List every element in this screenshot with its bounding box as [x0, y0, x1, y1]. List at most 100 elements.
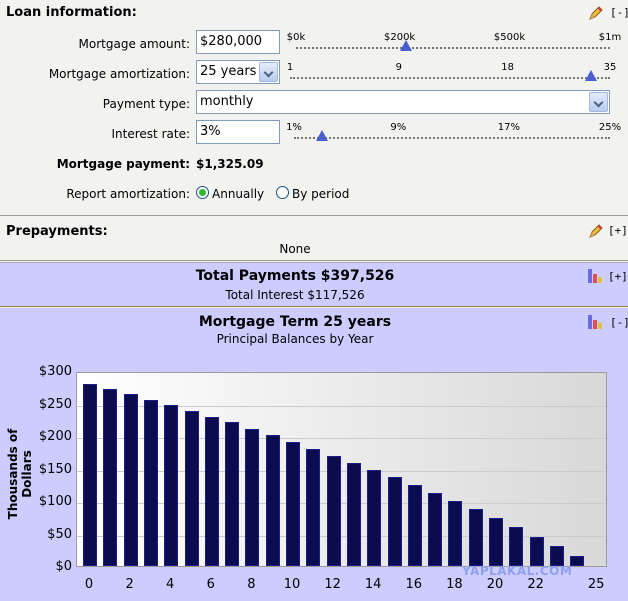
chevron-down-icon[interactable]	[259, 62, 278, 82]
chart-gridline	[77, 470, 606, 472]
mortgage-amount-slider[interactable]: $0k $200k $500k $1m	[287, 32, 621, 62]
interest-rate-slider[interactable]: 1% 9% 17% 25%	[286, 122, 621, 152]
chart-bar	[306, 449, 321, 566]
chart-bar	[326, 455, 341, 566]
chart-bar	[265, 435, 280, 566]
pencil-icon[interactable]	[588, 5, 604, 21]
radio-by-period-label[interactable]: By period	[292, 187, 350, 201]
chart-bar	[387, 476, 402, 566]
chart-bar	[143, 399, 158, 566]
y-axis-tick-label: $300	[38, 364, 72, 379]
slider-tick-label: 1%	[286, 122, 302, 133]
mortgage-amortization-label: Mortgage amortization:	[48, 67, 190, 81]
chart-bar	[468, 509, 483, 566]
x-axis-tick-label: 25	[587, 577, 605, 592]
x-axis-tick-label: 0	[84, 577, 94, 592]
chart-icon[interactable]	[588, 269, 606, 283]
interest-rate-label: Interest rate:	[111, 127, 190, 141]
chart-bar	[286, 441, 300, 566]
chart-bar	[428, 492, 443, 566]
y-axis-tick-label: $50	[47, 526, 72, 542]
chart-bar	[225, 422, 240, 566]
mortgage-payment-label: Mortgage payment:	[56, 157, 190, 171]
pencil-icon[interactable]	[588, 223, 604, 239]
chart-bar	[83, 384, 97, 566]
chart-gridline	[77, 438, 606, 439]
radio-by-period[interactable]	[276, 186, 289, 199]
watermark-text: YAPLAKAL.COM	[462, 564, 573, 578]
chart-bar	[448, 501, 463, 566]
slider-tick-label: 9	[395, 62, 402, 73]
mortgage-payment-value: $1,325.09	[196, 157, 264, 171]
interest-rate-input[interactable]: 3%	[196, 120, 280, 144]
totals-panel: Total Payments $397,526 Total Interest $…	[0, 262, 628, 307]
chart-bar	[184, 410, 199, 566]
chart-gridline	[77, 535, 606, 537]
slider-thumb[interactable]	[316, 130, 329, 141]
slider-tick-label: $200k	[383, 32, 416, 43]
radio-annually[interactable]	[196, 186, 209, 199]
x-axis-tick-label: 6	[206, 577, 215, 592]
chart-bar	[549, 545, 564, 566]
slider-tick-label: 35	[603, 62, 617, 73]
payment-type-select[interactable]: monthly	[196, 90, 610, 114]
x-axis-tick-label: 12	[324, 577, 341, 592]
slider-track[interactable]	[290, 77, 610, 79]
x-axis-tick-label: 16	[405, 577, 423, 592]
slider-tick-label: $1m	[598, 32, 622, 43]
prepayments-title: Prepayments:	[6, 224, 108, 239]
slider-track[interactable]	[296, 47, 610, 49]
prepayments-panel: Prepayments: [+] None	[0, 217, 628, 261]
chart-bar	[529, 536, 544, 566]
loan-collapse-toggle[interactable]: [-]	[610, 6, 628, 19]
prepayments-expand-toggle[interactable]: [+]	[608, 224, 628, 237]
slider-thumb[interactable]	[399, 40, 412, 51]
totals-expand-toggle[interactable]: [+]	[608, 270, 628, 283]
chevron-down-icon[interactable]	[589, 92, 608, 112]
chart-collapse-toggle[interactable]: [-]	[610, 316, 628, 329]
chart-bar	[367, 469, 382, 566]
chart-gridline	[77, 405, 606, 407]
chart-subtitle: Principal Balances by Year	[216, 332, 374, 346]
x-axis-tick-label: 20	[486, 577, 504, 592]
chart-title: Mortgage Term 25 years	[198, 314, 392, 330]
amortization-select[interactable]: 25 years	[196, 60, 280, 84]
slider-thumb[interactable]	[584, 70, 597, 81]
x-axis-tick-label: 4	[166, 577, 175, 592]
slider-tick-label: 9%	[390, 122, 407, 133]
x-axis-tick-label: 22	[527, 577, 544, 592]
chart-bar	[346, 462, 361, 566]
chart-bar	[123, 393, 138, 566]
payment-type-select-value: monthly	[200, 94, 254, 109]
loan-information-panel: Loan information: [-] Mortgage amount: $…	[0, 0, 628, 216]
mortgage-amount-input[interactable]: $280,000	[196, 30, 280, 54]
slider-tick-label: 1	[286, 62, 294, 73]
chart-bar	[204, 416, 219, 566]
y-axis-tick-label: $250	[38, 396, 72, 412]
chart-bar	[407, 484, 422, 566]
slider-tick-label: $500k	[493, 32, 526, 43]
x-axis-tick-label: 8	[247, 577, 256, 592]
chart-bar	[245, 428, 260, 566]
x-axis-tick-label: 14	[364, 577, 382, 592]
mortgage-amount-label: Mortgage amount:	[78, 37, 190, 51]
total-interest: Total Interest $117,526	[225, 288, 365, 302]
chart-bar	[570, 556, 585, 566]
total-payments: Total Payments $397,526	[195, 268, 395, 284]
y-axis-tick-label: $150	[38, 461, 72, 477]
slider-tick-label: 25%	[598, 122, 622, 133]
loan-information-title: Loan information:	[6, 5, 137, 20]
chart-plot-area	[76, 372, 607, 567]
chart-bar	[103, 388, 118, 566]
x-axis-tick-label: 10	[283, 577, 301, 592]
slider-tick-label: 18	[501, 62, 514, 73]
chart-gridline	[77, 503, 606, 504]
chart-bar	[489, 517, 503, 566]
slider-track[interactable]	[294, 137, 610, 139]
amortization-select-value: 25 years	[200, 64, 257, 79]
radio-annually-label[interactable]: Annually	[212, 187, 265, 201]
amortization-slider[interactable]: 1 9 18 35	[286, 62, 616, 92]
chart-icon[interactable]	[588, 315, 606, 329]
slider-tick-label: 17%	[497, 122, 520, 133]
y-axis-tick-label: $200	[38, 429, 72, 444]
